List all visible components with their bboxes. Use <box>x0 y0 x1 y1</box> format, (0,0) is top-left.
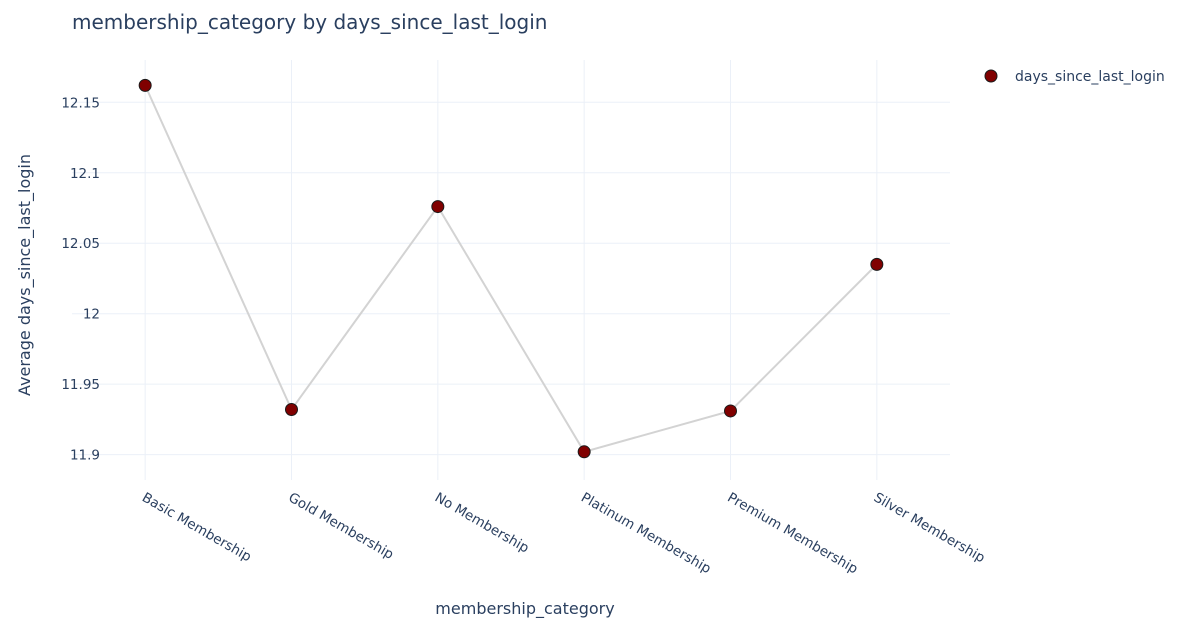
data-point[interactable] <box>577 445 591 459</box>
legend-marker-icon <box>984 69 998 83</box>
y-tick-label: 12.15 <box>61 95 100 111</box>
y-tick-label: 12.05 <box>61 236 100 252</box>
data-point[interactable] <box>724 404 737 418</box>
chart-title: membership_category by days_since_last_l… <box>72 10 547 34</box>
data-point[interactable] <box>431 200 445 214</box>
legend-item-label[interactable]: days_since_last_login <box>1015 69 1165 85</box>
series-layer <box>138 78 884 459</box>
y-axis-title: Average days_since_last_login <box>15 154 35 396</box>
legend[interactable]: days_since_last_login <box>984 69 1165 85</box>
data-point[interactable] <box>285 403 298 417</box>
data-point[interactable] <box>138 78 152 92</box>
y-tick-label: 11.9 <box>70 448 100 464</box>
y-tick-label: 11.95 <box>61 377 100 393</box>
x-axis-title: membership_category <box>435 599 614 619</box>
y-axis-ticks: 11.9 11.95 12 12.05 12.1 12.15 <box>61 95 100 463</box>
y-tick-label: 12.1 <box>70 166 100 182</box>
data-point[interactable] <box>870 257 884 271</box>
y-tick-label: 12 <box>83 307 100 323</box>
series-line <box>144 84 878 453</box>
